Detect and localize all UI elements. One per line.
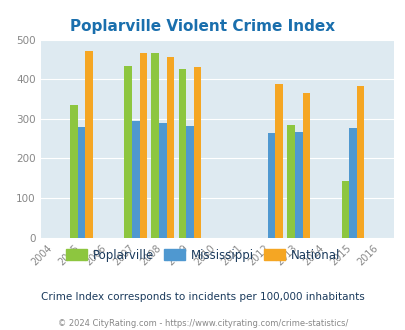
Bar [267,133,275,238]
Bar [275,84,282,238]
Bar [70,105,77,238]
Bar [341,181,348,238]
Text: © 2024 CityRating.com - https://www.cityrating.com/crime-statistics/: © 2024 CityRating.com - https://www.city… [58,319,347,328]
Bar [77,127,85,238]
Bar [151,53,159,238]
Bar [356,86,364,238]
Bar [139,53,147,238]
Bar [166,57,174,238]
Bar [186,126,193,238]
Legend: Poplarville, Mississippi, National: Poplarville, Mississippi, National [61,244,344,266]
Bar [302,93,309,238]
Bar [178,69,186,238]
Bar [85,51,92,238]
Bar [159,123,166,238]
Bar [348,127,356,238]
Bar [124,66,132,238]
Bar [287,125,294,238]
Text: Poplarville Violent Crime Index: Poplarville Violent Crime Index [70,19,335,34]
Bar [294,132,302,238]
Text: Crime Index corresponds to incidents per 100,000 inhabitants: Crime Index corresponds to incidents per… [41,292,364,302]
Bar [193,67,201,238]
Bar [132,121,139,238]
